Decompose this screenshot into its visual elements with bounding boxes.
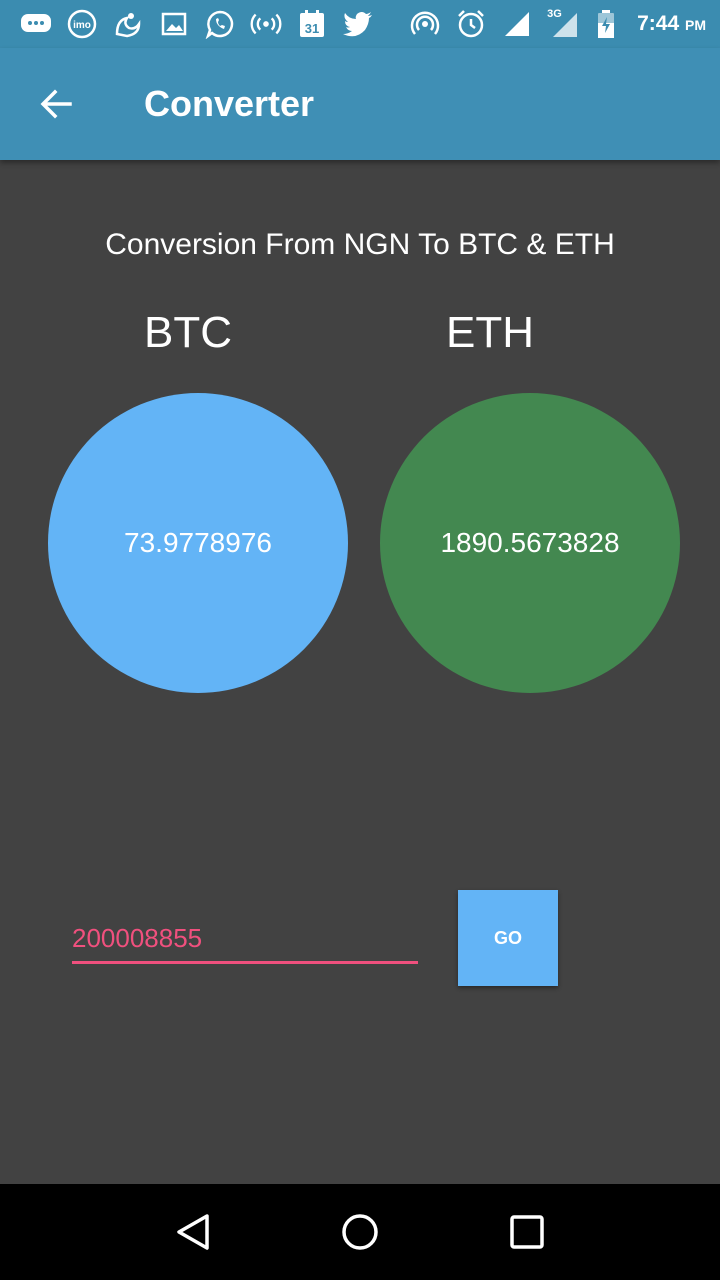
app-bar: Converter xyxy=(0,48,720,160)
calendar-icon: 31 xyxy=(296,10,328,38)
system-icons: 3G 7:44 PM xyxy=(409,8,706,38)
clock: 7:44 PM xyxy=(637,12,706,36)
uc-browser-icon xyxy=(112,10,144,38)
back-button[interactable] xyxy=(28,76,84,132)
btc-value: 73.9778976 xyxy=(124,527,272,558)
notification-icons: imo 31 xyxy=(20,9,388,39)
nav-home-button[interactable] xyxy=(330,1202,390,1262)
status-bar: imo 31 3G xyxy=(0,0,720,48)
page-title: Converter xyxy=(144,83,315,124)
nav-back-button[interactable] xyxy=(163,1202,223,1262)
nav-recents-button[interactable] xyxy=(497,1202,557,1262)
signal-icon xyxy=(501,10,533,38)
arrow-back-icon xyxy=(40,89,72,119)
back-triangle-icon xyxy=(177,1214,210,1250)
clock-ampm: PM xyxy=(685,17,706,33)
conversion-heading: Conversion From NGN To BTC & ETH xyxy=(105,228,615,261)
battery-icon xyxy=(595,10,617,38)
eth-label: ETH xyxy=(446,308,534,357)
imo-icon: imo xyxy=(66,9,98,39)
home-circle-icon xyxy=(342,1214,378,1250)
network-type: 3G xyxy=(547,8,562,20)
btc-result-circle: 73.9778976 xyxy=(48,393,348,693)
whatsapp-icon xyxy=(204,10,236,39)
ngn-amount-input[interactable] xyxy=(72,916,418,964)
converter-content: Conversion From NGN To BTC & ETH BTC ETH… xyxy=(0,160,720,1184)
clock-time: 7:44 xyxy=(637,12,680,35)
navigation-bar xyxy=(0,1184,720,1280)
gallery-icon xyxy=(158,10,190,38)
calendar-day: 31 xyxy=(305,21,319,36)
twitter-icon xyxy=(342,10,374,38)
imo-text: imo xyxy=(73,20,91,31)
signal-3g-icon: 3G xyxy=(547,8,581,38)
hotspot-icon xyxy=(250,10,282,38)
go-button[interactable]: GO xyxy=(458,890,558,986)
eth-result-circle: 1890.5673828 xyxy=(380,393,680,693)
chat-icon xyxy=(20,10,52,38)
recents-square-icon xyxy=(509,1215,544,1249)
broadcast-icon xyxy=(409,10,441,38)
alarm-icon xyxy=(455,10,487,38)
eth-value: 1890.5673828 xyxy=(440,527,620,558)
btc-label: BTC xyxy=(144,308,232,357)
